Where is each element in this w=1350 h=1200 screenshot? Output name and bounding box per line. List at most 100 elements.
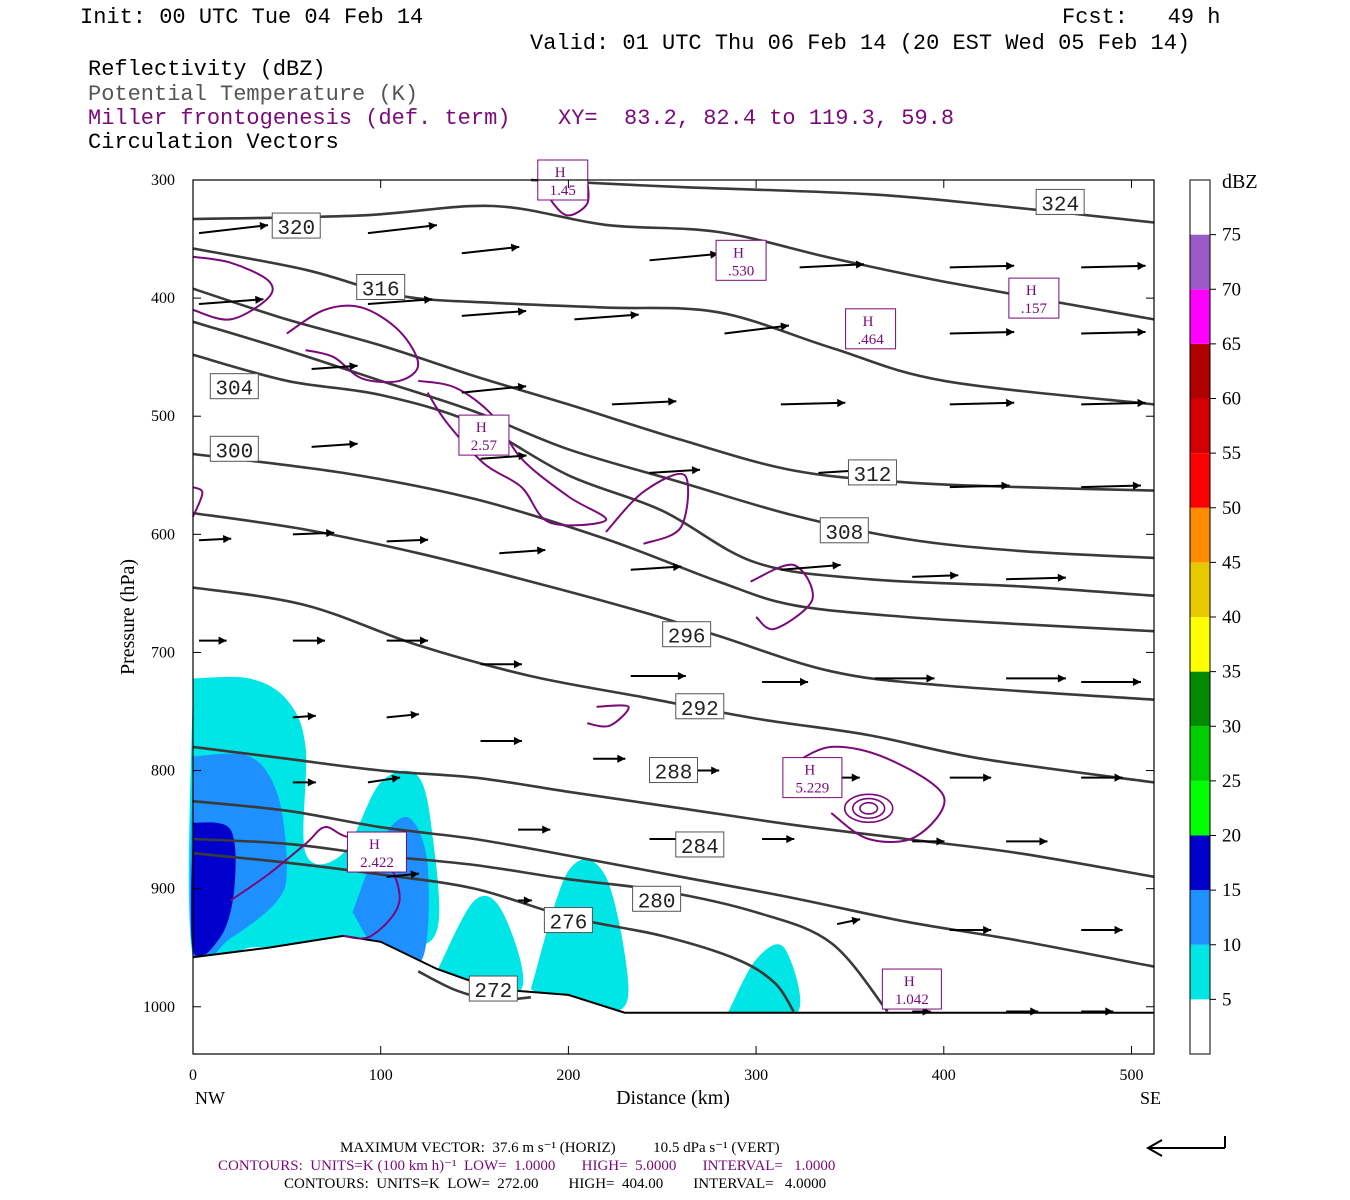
vector-shaft <box>1081 484 1141 489</box>
vector-head <box>1030 1007 1039 1016</box>
circulation-vector <box>1006 1007 1039 1016</box>
y-tick-label: 600 <box>151 526 175 543</box>
circulation-vector <box>1081 261 1146 271</box>
theta-label: 312 <box>854 465 892 488</box>
vector-head <box>410 710 419 720</box>
circulation-vector <box>311 362 358 371</box>
circulation-vector <box>780 561 841 571</box>
theta-contour <box>192 452 1155 633</box>
x-tick-label: 300 <box>744 1067 768 1084</box>
colorbar-swatch <box>1190 562 1210 617</box>
vector-shaft <box>1081 401 1146 406</box>
theta-contour-note: CONTOURS: UNITS=K LOW= 272.00 HIGH= 404.… <box>284 1176 827 1192</box>
vector-shaft <box>780 563 841 571</box>
frontogenesis-contour <box>229 826 401 940</box>
frontogenesis-max-h: H <box>804 763 815 779</box>
colorbar-swatch <box>1190 835 1210 891</box>
vector-head <box>677 671 686 681</box>
vector-shaft <box>461 385 527 394</box>
theta-label-box <box>662 621 712 648</box>
x-end-label-right: SE <box>1140 1088 1161 1108</box>
circulation-vector <box>836 916 861 926</box>
vector-head <box>673 562 682 572</box>
circulation-vector <box>1081 1007 1114 1016</box>
vector-shaft <box>1081 264 1146 269</box>
vector-head <box>428 222 437 231</box>
y-tick-label: 900 <box>151 881 175 898</box>
vector-head <box>837 398 846 408</box>
frontogenesis-max-h: H <box>476 420 487 436</box>
frontogenesis-max-box <box>1008 277 1060 319</box>
x-tick-label: 500 <box>1119 1067 1143 1084</box>
circulation-vector <box>311 440 358 449</box>
colorbar-swatch <box>1190 507 1210 563</box>
colorbar-label: 50 <box>1222 498 1241 519</box>
colorbar-swatch <box>1190 780 1210 836</box>
vector-head <box>1137 328 1146 337</box>
colorbar-label: 20 <box>1222 826 1241 847</box>
frontogenesis-max-h: H <box>369 837 380 853</box>
reflectivity-region <box>352 817 429 967</box>
vector-head <box>1137 398 1146 408</box>
forecast-hour: Fcst: 49 h <box>1062 5 1221 30</box>
theta-contour-layer <box>192 178 1155 1013</box>
vector-head <box>537 546 546 555</box>
frontogenesis-max-box <box>881 968 942 1010</box>
vector-shaft <box>574 313 639 321</box>
y-tick-label: 300 <box>151 172 175 189</box>
circulation-vector <box>198 295 264 306</box>
theta-contour <box>192 320 1155 560</box>
vector-head <box>1006 398 1015 408</box>
circulation-vector <box>198 222 269 235</box>
vector-shaft <box>367 298 433 306</box>
vector-head <box>513 660 522 669</box>
y-tick-label: 1000 <box>143 999 175 1016</box>
theta-contour <box>192 745 1155 879</box>
vector-head <box>855 260 865 269</box>
vector-shaft <box>649 468 701 474</box>
theta-label: 300 <box>215 441 253 464</box>
theta-label: 320 <box>277 218 315 241</box>
frontogenesis-max-value: .530 <box>728 263 754 279</box>
vector-shaft <box>630 565 682 571</box>
vector-head <box>1006 261 1015 271</box>
frontogenesis-contour <box>605 472 690 545</box>
frontogenesis-contour <box>789 745 946 844</box>
vector-head <box>983 925 992 935</box>
vector-head <box>936 837 945 846</box>
frontogenesis-max-box <box>346 831 407 873</box>
x-tick-label: 0 <box>189 1067 197 1084</box>
vector-head <box>255 295 264 304</box>
colorbar-swatch <box>1190 289 1210 344</box>
circulation-vector <box>518 896 532 905</box>
theta-label: 304 <box>215 379 253 402</box>
colorbar-swatch <box>1190 671 1210 727</box>
theta-label-box <box>1035 188 1085 215</box>
frontogenesis-contour <box>859 801 879 815</box>
circulation-vector <box>724 322 790 335</box>
vector-head <box>307 712 316 721</box>
circulation-vector <box>292 778 316 787</box>
circulation-vector <box>1081 398 1146 408</box>
vector-shaft <box>649 252 719 262</box>
theta-contour <box>192 353 1155 597</box>
circulation-vector <box>593 754 626 763</box>
vector-head <box>617 754 626 763</box>
vector-head <box>410 870 419 879</box>
colorbar-swatch <box>1190 343 1210 399</box>
theta-label: 276 <box>549 913 587 936</box>
theta-label: 324 <box>1041 194 1079 217</box>
frontogenesis-max-value: .157 <box>1021 301 1048 317</box>
theta-label-box <box>632 885 682 912</box>
vector-head <box>800 677 809 687</box>
circulation-vector <box>912 837 945 846</box>
vector-head <box>326 528 335 538</box>
frontogenesis-max-box <box>458 414 510 456</box>
vector-head <box>222 534 232 544</box>
theta-contour <box>192 204 1155 321</box>
theta-label-box <box>209 435 259 462</box>
theta-label: 280 <box>638 891 676 914</box>
theta-label-box <box>468 975 518 1002</box>
terrain-line <box>192 934 1154 1014</box>
